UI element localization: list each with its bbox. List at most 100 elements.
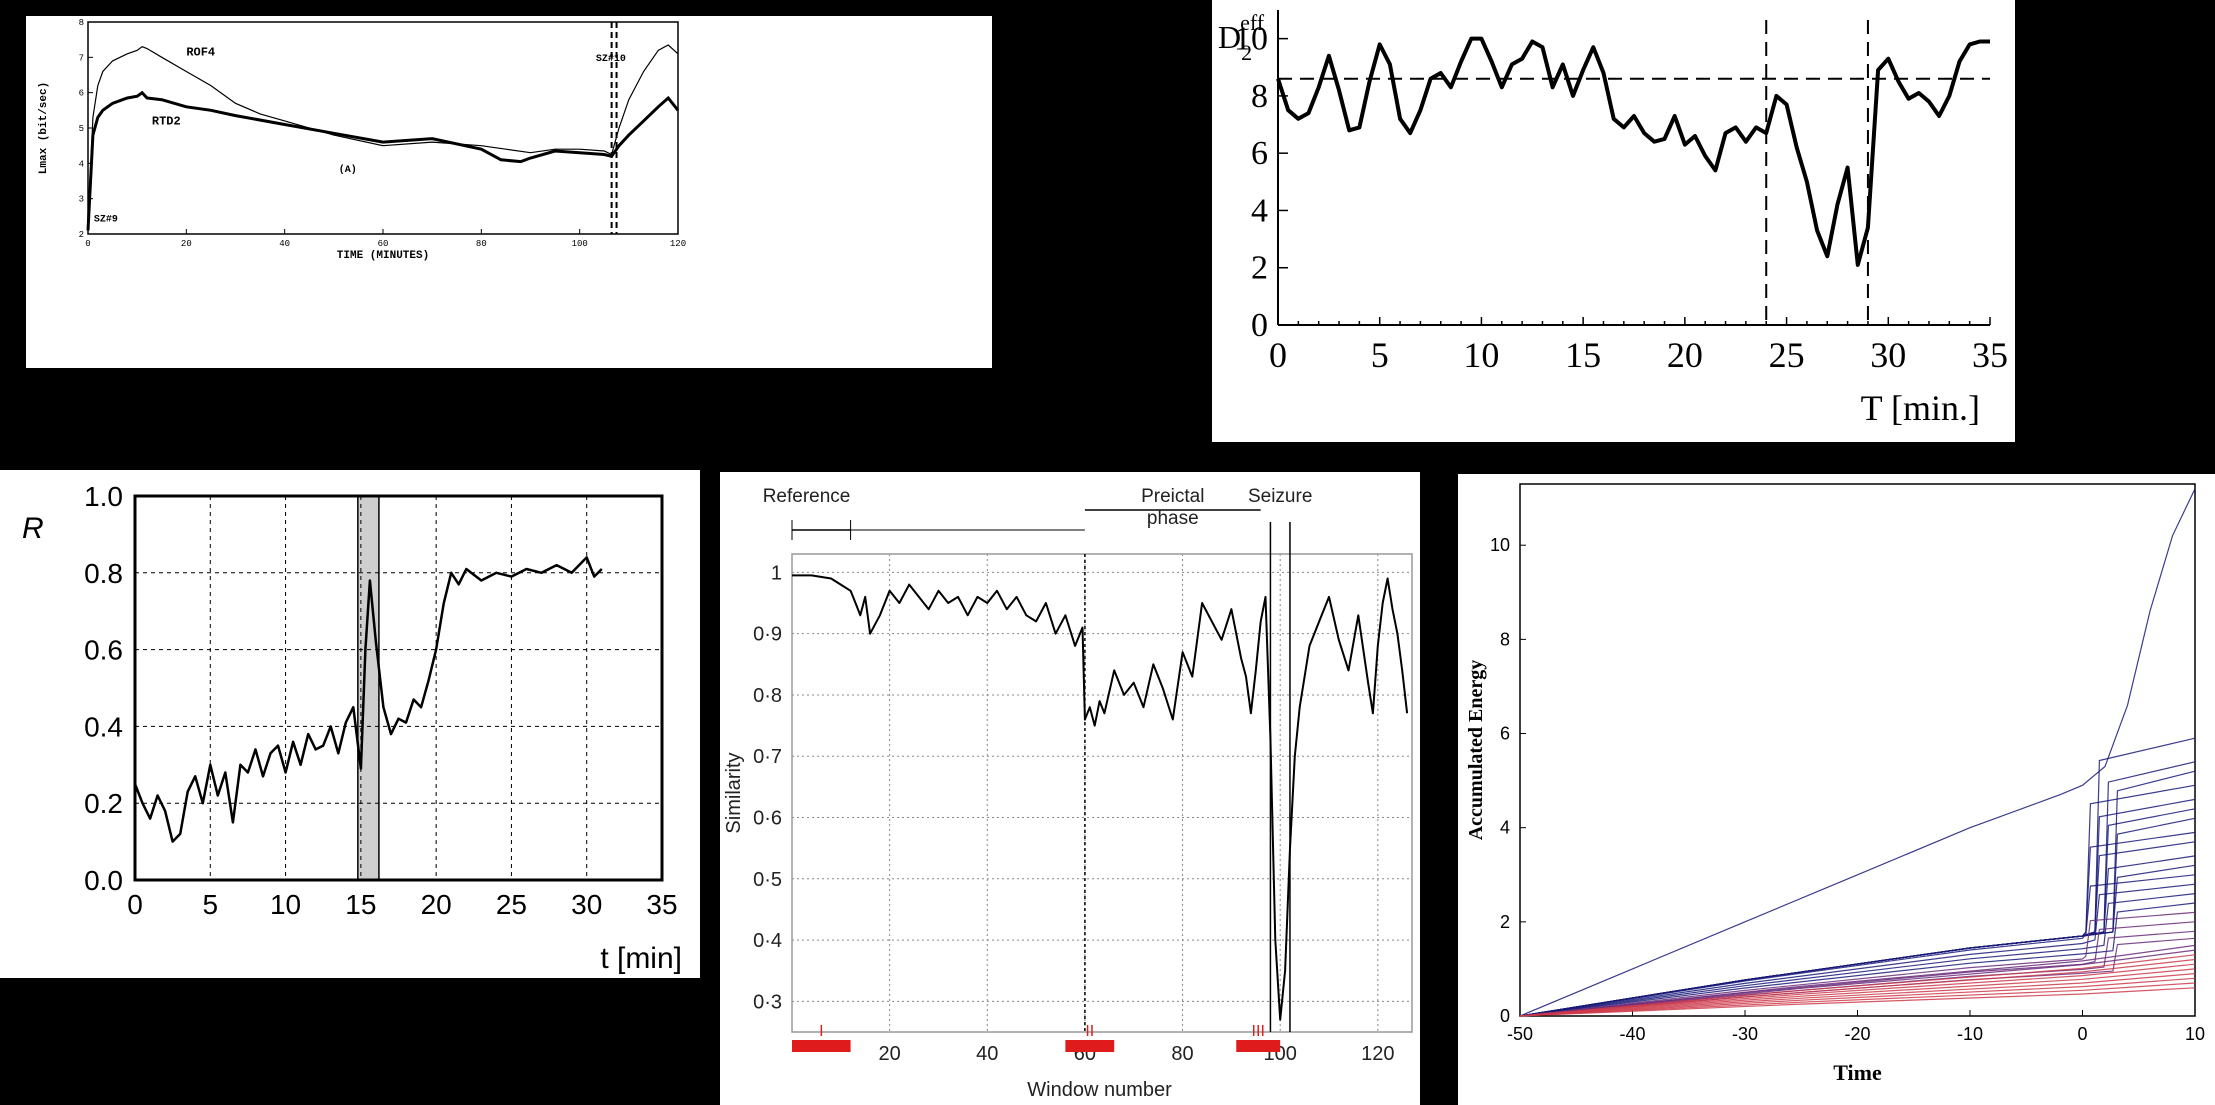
y-tick-label: 0.6 [84,635,123,666]
plot-frame [133,494,664,882]
energy-series-line [1519,874,2196,1017]
x-tick-label: 20 [1667,335,1703,375]
x-tick-label: 5 [202,889,218,920]
x-tick-label: -40 [1619,1024,1645,1044]
energy-series-line [1519,488,2196,1017]
y-tick-label: 0·4 [753,930,782,952]
x-tick-label: -10 [1957,1024,1983,1044]
x-tick-label: 20 [181,239,192,249]
energy-chart: -50 -40 -30 -20 -10 0 10 0 2 4 6 8 10 Time Accumulated… [1465,483,2205,1085]
energy-series-line [1519,973,2196,1017]
x-tick-label: 20 [879,1043,901,1065]
x-tick-label: 10 [1463,335,1499,375]
x-axis-label: T [min.] [1861,388,1980,428]
x-tick-label: 80 [1171,1043,1193,1065]
x-tick-label: 0 [85,239,90,249]
panel-label: (A) [339,164,357,176]
y-tick-label: 6 [1500,724,1510,744]
y-tick-label: 0·7 [753,746,782,768]
y-tick-label: 5 [79,124,84,134]
y-tick-label: 0 [1251,307,1268,344]
energy-series-line [1519,982,2196,1017]
x-tick-label: 0 [1269,335,1287,375]
phase-bar [1236,1040,1281,1052]
y-tick-label: 2 [1251,250,1268,287]
y-tick-label: 0.8 [84,558,123,589]
energy-series-line [1519,949,2196,1017]
sz10-annotation: SZ#10 [596,54,626,65]
sz9-annotation: SZ#9 [94,215,118,226]
energy-series-line [1519,864,2196,1017]
x-axis-label: Window number [1027,1079,1172,1101]
phase-label: I [819,1023,823,1040]
y-tick-label: 8 [1500,629,1510,649]
y-tick-label: 10 [1490,535,1510,555]
energy-chart-panel: -50 -40 -30 -20 -10 0 10 0 2 4 6 8 10 Time Accumulated… [1458,474,2215,1105]
energy-series-line [1519,954,2196,1017]
energy-series-line [1519,963,2196,1017]
energy-series-line [1519,855,2196,1017]
y-tick-label: 0.2 [84,788,123,819]
x-tick-label: 60 [378,239,389,249]
phase-bar [1065,1040,1115,1052]
similarity-series-line [792,574,1409,1021]
x-axis-label: Time [1833,1060,1882,1085]
energy-series-line [1519,902,2196,1017]
x-tick-label: -50 [1507,1024,1533,1044]
x-tick-label: 0 [127,889,143,920]
similarity-chart-panel: 20 40 60 80 100 120 0·3 0·4 0·5 0·6 0·7 0·8 0·9 1 Refe… [720,472,1420,1105]
y-tick-label: 4 [1500,818,1510,838]
x-tick-label: 35 [1972,335,2008,375]
y-tick-label: 2 [79,230,84,240]
energy-series-line [1519,958,2196,1017]
d2eff-chart-panel: 0 5 10 15 20 25 30 35 0 2 4 6 8 10 D2eff T [min.] [1212,0,2015,442]
x-tick-label: 10 [270,889,301,920]
y-tick-label: 0 [1500,1006,1510,1026]
y-tick-label: 6 [1251,135,1268,172]
rof4-series-line [87,44,679,231]
x-tick-label: 100 [572,239,588,249]
plot-frame [791,553,1413,1033]
energy-series-line [1519,883,2196,1017]
y-axis-label: Accumulated Energy [1465,660,1487,841]
y-axis-label: R [22,512,44,545]
y-tick-label: 4 [79,159,84,169]
y-tick-label: 4 [1251,192,1268,229]
phase-bar [792,1040,851,1052]
lmax-chart: 0 20 40 60 80 100 120 2 3 4 5 6 7 8 ROF4 RTD2 SZ#10 (A) SZ… [38,18,686,262]
energy-series-line [1519,977,2196,1017]
y-tick-label: 8 [1251,78,1268,115]
y-axis-label: Similarity [723,752,745,833]
y-axis-label: D2eff [1218,10,1265,65]
energy-series-line [1519,911,2196,1017]
y-tick-label: 0·3 [753,991,782,1013]
x-axis-label: t [min] [600,942,682,975]
y-tick-label: 8 [79,18,84,28]
energy-series-line [1519,944,2196,1017]
preictal-annotation: phase [1147,508,1199,529]
x-tick-label: 10 [2185,1024,2205,1044]
energy-series-line [1519,893,2196,1017]
r-series-line [133,556,603,843]
x-tick-label: 120 [1361,1043,1394,1065]
rof4-annotation: ROF4 [186,46,215,60]
x-tick-label: 40 [976,1043,998,1065]
phase-label: III [1252,1023,1265,1040]
x-tick-label: -30 [1732,1024,1758,1044]
y-tick-label: 3 [79,195,84,205]
y-tick-label: 7 [79,53,84,63]
r-chart: 0 5 10 15 20 25 30 35 0.0 0.2 0.4 0.6 0.8 1.0 Rt [min] [22,481,682,975]
d2eff-series-line [1276,36,1990,267]
x-tick-label: 35 [646,889,677,920]
x-tick-label: 30 [1870,335,1906,375]
lmax-chart-panel: 0 20 40 60 80 100 120 2 3 4 5 6 7 8 ROF4 RTD2 SZ#10 (A) SZ… [26,16,992,368]
y-tick-label: 1.0 [84,481,123,512]
x-tick-label: 80 [476,239,487,249]
x-tick-label: 30 [571,889,602,920]
similarity-chart: 20 40 60 80 100 1200·30·40·50·60·70·80·91Refe… [723,486,1413,1101]
x-tick-label: 5 [1371,335,1389,375]
rtd2-annotation: RTD2 [152,114,181,128]
y-tick-label: 0·6 [753,808,782,830]
